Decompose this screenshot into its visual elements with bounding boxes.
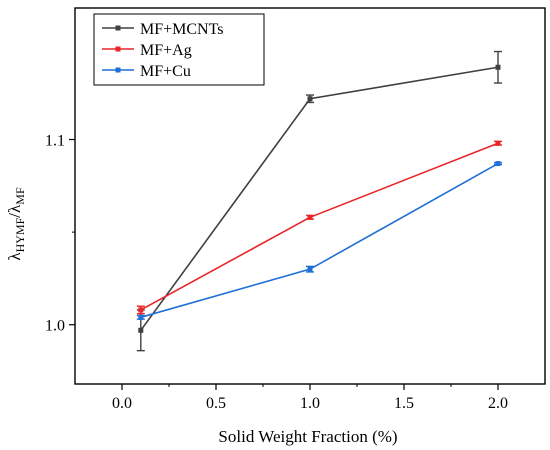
x-axis-label: Solid Weight Fraction (%)	[218, 427, 397, 446]
data-point-mf-cu	[307, 266, 313, 272]
y-axis-label: λHYMF/λMF	[5, 187, 27, 261]
series-mf-mcnts	[136, 50, 502, 352]
legend-marker-mf-ag	[115, 46, 121, 52]
series-mf-ag	[136, 140, 502, 315]
y-tick-label: 1.0	[45, 318, 65, 335]
y-axis-label-main: λ	[5, 252, 24, 261]
legend: MF+MCNTs MF+Ag MF+Cu	[93, 13, 265, 86]
data-point-mf-mcnts	[138, 327, 144, 333]
y-axis-label-main-2: λ	[5, 204, 24, 213]
data-point-mf-mcnts	[495, 64, 501, 70]
y-tick-label: 1.1	[45, 133, 65, 150]
x-tick-label: 1.5	[394, 395, 414, 412]
series-line-mf-ag	[140, 142, 499, 311]
series-line-mf-cu	[140, 162, 499, 319]
data-point-mf-cu	[495, 161, 501, 167]
axes-layer: 0.0 0.5 1.0 1.5 2.0 1.0 1.1	[45, 7, 546, 412]
y-axis-label-sub2: MF	[13, 187, 27, 205]
series-line-mf-mcnts	[140, 66, 499, 331]
data-point-mf-ag	[307, 214, 313, 220]
series-mf-cu	[136, 161, 502, 320]
legend-label-mf-mcnts: MF+MCNTs	[140, 21, 223, 38]
y-axis-label-separator: /	[5, 213, 24, 218]
legend-marker-mf-mcnts	[115, 25, 121, 31]
data-point-mf-ag	[495, 140, 501, 146]
legend-label-mf-cu: MF+Cu	[140, 63, 191, 80]
plot-layer	[136, 50, 502, 352]
data-point-mf-ag	[138, 307, 144, 313]
x-tick-label: 1.0	[300, 395, 320, 412]
y-axis-label-sub1: HYMF	[13, 217, 27, 252]
x-tick-label: 0.5	[206, 395, 226, 412]
x-tick-label: 2.0	[488, 395, 508, 412]
legend-label-mf-ag: MF+Ag	[140, 42, 192, 59]
data-point-mf-cu	[138, 314, 144, 320]
legend-marker-mf-cu	[115, 67, 121, 73]
data-point-mf-mcnts	[307, 96, 313, 102]
x-tick-label: 0.0	[112, 395, 132, 412]
